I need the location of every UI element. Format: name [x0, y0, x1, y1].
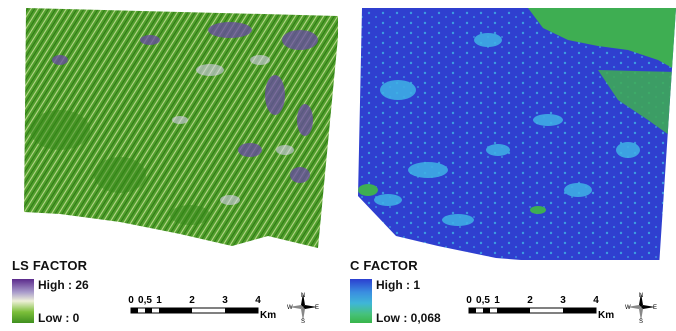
scale-unit: Km [260, 310, 276, 321]
scale-bar: 0 0,5 1 2 3 4 Km [128, 295, 276, 321]
ls-factor-map [24, 8, 338, 248]
svg-text:W: W [625, 305, 631, 311]
north-arrow-icon: N S E W [625, 293, 657, 324]
ls-moderate-slope-areas [172, 55, 294, 205]
legend-high-label: High : 26 [38, 278, 89, 292]
legend-color-ramp [350, 279, 372, 323]
scale-tick-label: 3 [560, 295, 566, 306]
scale-tick-label: 4 [255, 295, 261, 306]
scale-tick-label: 0 [128, 295, 134, 306]
c-factor-panel: C FACTOR High : 1 Low : 0,068 0 0,5 1 2 … [338, 0, 676, 331]
scale-tick-label: 2 [527, 295, 533, 306]
scale-tick-label: 3 [222, 295, 228, 306]
scale-unit: Km [598, 310, 614, 321]
c-low-cover-areas [358, 8, 676, 214]
scale-tick-label: 1 [156, 295, 162, 306]
scale-tick-label: 1 [494, 295, 500, 306]
legend-color-ramp [12, 279, 34, 323]
scale-bar: 0 0,5 1 2 3 4 Km [466, 295, 614, 321]
legend-title: C FACTOR [350, 258, 418, 273]
c-medium-cover-areas [374, 33, 640, 226]
legend-low-label: Low : 0 [38, 311, 80, 325]
svg-text:N: N [639, 293, 643, 299]
ls-factor-panel: LS FACTOR High : 26 Low : 0 0 0,5 1 2 3 … [12, 8, 338, 325]
scale-tick-label: 2 [189, 295, 195, 306]
c-factor-map [358, 8, 676, 260]
legend-low-label: Low : 0,068 [376, 311, 441, 325]
svg-text:N: N [301, 293, 305, 299]
svg-text:E: E [653, 305, 657, 311]
scale-tick-label: 0,5 [138, 295, 152, 306]
scale-tick-label: 0 [466, 295, 472, 306]
legend-high-label: High : 1 [376, 278, 420, 292]
north-arrow-icon: N S E W [287, 293, 319, 324]
scale-tick-label: 4 [593, 295, 599, 306]
scale-tick-label: 0,5 [476, 295, 490, 306]
svg-text:S: S [639, 319, 643, 324]
legend-title: LS FACTOR [12, 258, 88, 273]
svg-text:S: S [301, 319, 305, 324]
ls-low-slope-areas [30, 110, 210, 225]
svg-text:E: E [315, 305, 319, 311]
svg-text:W: W [287, 305, 293, 311]
ls-high-slope-areas [52, 22, 318, 183]
